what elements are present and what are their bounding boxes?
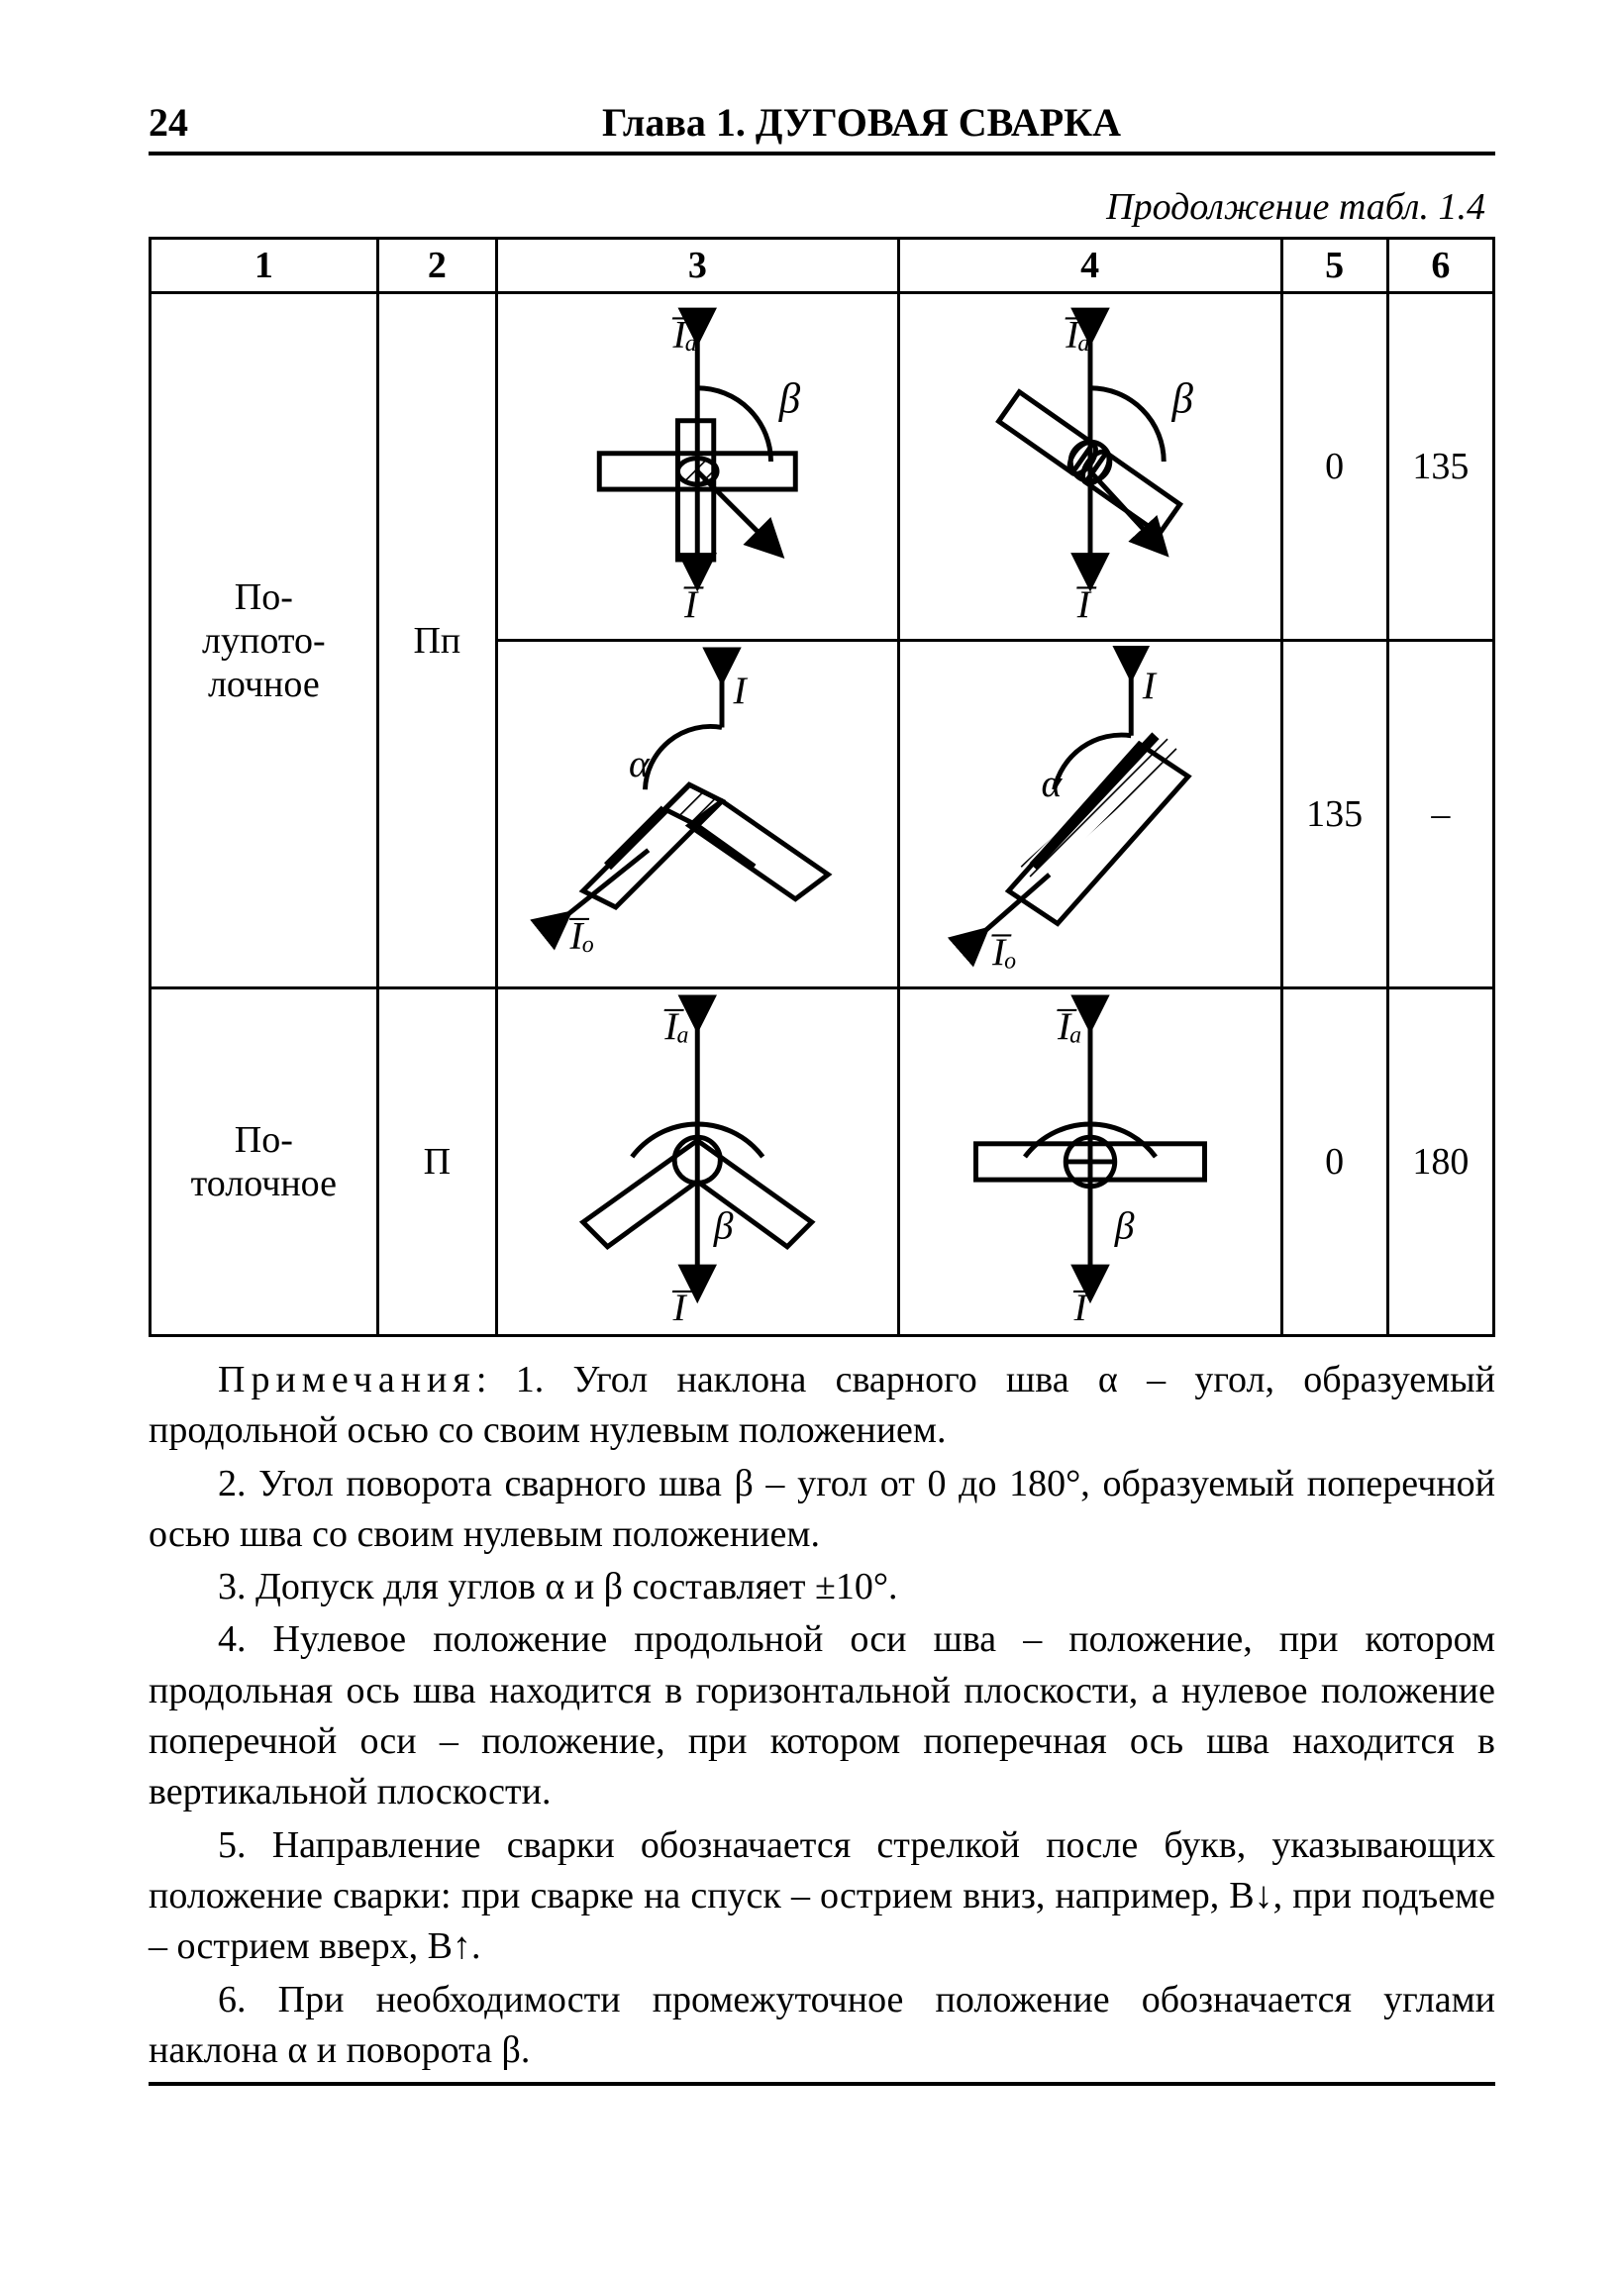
col-header: 3 bbox=[497, 239, 899, 293]
angle-alpha: 0 bbox=[1281, 293, 1387, 641]
note-item: 5. Направление сварки обозначается стрел… bbox=[149, 1820, 1495, 1973]
diagram-cell bbox=[898, 641, 1281, 988]
page-number: 24 bbox=[149, 99, 228, 146]
position-code: П bbox=[377, 988, 496, 1336]
running-header: 24 Глава 1. ДУГОВАЯ СВАРКА bbox=[149, 99, 1495, 155]
col-header: 2 bbox=[377, 239, 496, 293]
angle-beta: 135 bbox=[1387, 293, 1493, 641]
page: 24 Глава 1. ДУГОВАЯ СВАРКА Продолжение т… bbox=[0, 0, 1624, 2278]
welding-positions-table: 1 2 3 4 5 6 По-лупото-лочноеПп0135135–По… bbox=[149, 237, 1495, 1337]
position-name: По-лупото-лочное bbox=[151, 293, 378, 988]
notes-block: Примечания: 1. Угол наклона сварного шва… bbox=[149, 1355, 1495, 2086]
chapter-title: Глава 1. ДУГОВАЯ СВАРКА bbox=[228, 99, 1495, 146]
col-header: 5 bbox=[1281, 239, 1387, 293]
col-header: 4 bbox=[898, 239, 1281, 293]
table-row: По-толочноеП 0180 bbox=[151, 988, 1494, 1336]
col-header: 1 bbox=[151, 239, 378, 293]
note-item: 6. При необходимости промежуточное полож… bbox=[149, 1975, 1495, 2087]
table-continuation: Продолжение табл. 1.4 bbox=[149, 185, 1485, 229]
position-name: По-толочное bbox=[151, 988, 378, 1336]
diagram-cell bbox=[898, 293, 1281, 641]
col-header: 6 bbox=[1387, 239, 1493, 293]
table-row: По-лупото-лочноеПп0135 bbox=[151, 293, 1494, 641]
angle-alpha: 0 bbox=[1281, 988, 1387, 1336]
note-item: Примечания: 1. Угол наклона сварного шва… bbox=[149, 1355, 1495, 1457]
angle-beta: – bbox=[1387, 641, 1493, 988]
angle-beta: 180 bbox=[1387, 988, 1493, 1336]
diagram-cell bbox=[898, 988, 1281, 1336]
note-item: 2. Угол поворота сварного шва β – угол о… bbox=[149, 1459, 1495, 1561]
angle-alpha: 135 bbox=[1281, 641, 1387, 988]
table-header-row: 1 2 3 4 5 6 bbox=[151, 239, 1494, 293]
position-code: Пп bbox=[377, 293, 496, 988]
diagram-cell bbox=[497, 641, 899, 988]
note-item: 3. Допуск для углов α и β составляет ±10… bbox=[149, 1562, 1495, 1612]
diagram-cell bbox=[497, 293, 899, 641]
note-item: 4. Нулевое положение продольной оси шва … bbox=[149, 1614, 1495, 1817]
diagram-cell bbox=[497, 988, 899, 1336]
